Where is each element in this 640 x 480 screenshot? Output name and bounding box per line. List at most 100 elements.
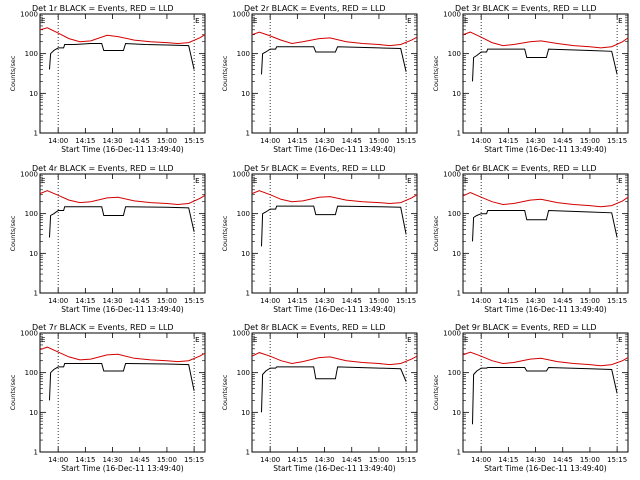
y-tick-label: 1: [34, 449, 38, 457]
plot-frame: [251, 173, 418, 294]
panel-title: Det 4r BLACK = Events, RED = LLD: [32, 164, 174, 173]
x-tick-label: 15:00: [369, 297, 389, 305]
series-events: [472, 209, 618, 242]
E-marker: E: [464, 17, 468, 25]
x-tick-label: 15:15: [396, 297, 416, 305]
x-tick-label: 14:30: [102, 456, 122, 464]
y-axis-label: Counts/sec: [221, 215, 229, 251]
panel-title: Det 1r BLACK = Events, RED = LLD: [32, 4, 174, 13]
x-tick-label: 15:15: [184, 137, 204, 145]
series-events: [49, 206, 195, 238]
x-tick-label: 14:30: [102, 297, 122, 305]
x-tick-label: 14:30: [525, 297, 545, 305]
series-events: [261, 46, 407, 75]
x-axis-label: Start Time (16-Dec-11 13:49:40): [61, 305, 183, 314]
panel-1: Det 1r BLACK = Events, RED = LLD 1 10 100 10…: [9, 4, 206, 154]
y-tick-label: 10: [241, 409, 250, 417]
x-tick-label: 14:45: [130, 297, 150, 305]
x-tick-label: 14:00: [260, 456, 280, 464]
y-tick-label: 1000: [443, 11, 461, 19]
y-tick-label: 100: [448, 369, 461, 377]
E-marker: E: [253, 336, 257, 344]
series-events: [472, 366, 618, 425]
y-tick-label: 1: [246, 130, 250, 138]
x-tick-label: 14:45: [130, 456, 150, 464]
panel-9: Det 9r BLACK = Events, RED = LLD 1 10 100 10…: [432, 323, 629, 473]
E-marker: E: [41, 177, 45, 185]
y-tick-label: 1: [457, 130, 461, 138]
y-tick-label: 1: [34, 130, 38, 138]
x-tick-label: 14:45: [342, 137, 362, 145]
E-marker: E: [41, 17, 45, 25]
series-lld: [462, 31, 629, 49]
E-marker: E: [41, 336, 45, 344]
x-axis-label: Start Time (16-Dec-11 13:49:40): [273, 145, 395, 154]
E-marker: E: [407, 336, 411, 344]
y-tick-label: 1000: [232, 330, 250, 338]
x-tick-label: 14:00: [48, 297, 68, 305]
y-tick-label: 1000: [232, 171, 250, 179]
plot-frame: [462, 13, 629, 134]
x-tick-label: 14:30: [314, 456, 334, 464]
panel-2: Det 2r BLACK = Events, RED = LLD 1 10 100 10…: [221, 4, 418, 154]
E-marker: E: [253, 17, 257, 25]
x-tick-label: 15:15: [396, 456, 416, 464]
y-tick-label: 1000: [20, 171, 38, 179]
x-tick-label: 14:15: [75, 456, 95, 464]
y-tick-label: 1: [246, 449, 250, 457]
y-tick-label: 10: [241, 250, 250, 258]
panel-title: Det 8r BLACK = Events, RED = LLD: [244, 323, 386, 332]
x-axis-label: Start Time (16-Dec-11 13:49:40): [61, 145, 183, 154]
y-axis-label: Counts/sec: [221, 55, 229, 91]
E-marker: E: [618, 177, 622, 185]
plot-frame: [251, 332, 418, 453]
y-axis-label: Counts/sec: [9, 374, 17, 410]
E-marker: E: [195, 177, 199, 185]
x-tick-label: 14:00: [260, 297, 280, 305]
E-marker: E: [195, 17, 199, 25]
x-tick-label: 15:15: [184, 297, 204, 305]
x-axis-label: Start Time (16-Dec-11 13:49:40): [273, 305, 395, 314]
plot-frame: [462, 332, 629, 453]
series-lld: [39, 27, 206, 45]
y-tick-label: 1: [34, 290, 38, 298]
y-tick-label: 100: [237, 50, 250, 58]
series-events: [49, 42, 195, 70]
y-tick-label: 10: [241, 90, 250, 98]
x-tick-label: 15:00: [157, 297, 177, 305]
x-tick-label: 14:00: [48, 456, 68, 464]
y-axis-label: Counts/sec: [432, 55, 440, 91]
y-tick-label: 1000: [20, 330, 38, 338]
x-tick-label: 14:00: [48, 137, 68, 145]
x-tick-label: 14:30: [102, 137, 122, 145]
E-marker: E: [195, 336, 199, 344]
plot-frame: [39, 13, 206, 134]
plot-frame: [39, 173, 206, 294]
x-tick-label: 14:15: [75, 137, 95, 145]
x-axis-label: Start Time (16-Dec-11 13:49:40): [61, 464, 183, 473]
E-marker: E: [253, 177, 257, 185]
y-tick-label: 1000: [443, 171, 461, 179]
plot-frame: [462, 173, 629, 294]
x-tick-label: 14:45: [130, 137, 150, 145]
y-tick-label: 100: [237, 369, 250, 377]
E-marker: E: [407, 17, 411, 25]
y-tick-label: 1000: [232, 11, 250, 19]
E-marker: E: [464, 336, 468, 344]
x-tick-label: 14:15: [287, 137, 307, 145]
x-tick-label: 14:15: [498, 297, 518, 305]
panel-title: Det 5r BLACK = Events, RED = LLD: [244, 164, 386, 173]
y-tick-label: 1000: [20, 11, 38, 19]
y-tick-label: 1: [246, 290, 250, 298]
series-lld: [39, 346, 206, 363]
series-events: [472, 48, 618, 82]
x-tick-label: 14:00: [260, 137, 280, 145]
series-events: [49, 362, 195, 401]
y-tick-label: 100: [448, 50, 461, 58]
y-axis-label: Counts/sec: [221, 374, 229, 410]
x-tick-label: 14:15: [75, 297, 95, 305]
y-tick-label: 100: [237, 210, 250, 218]
plot-frame: [251, 13, 418, 134]
x-tick-label: 14:15: [498, 456, 518, 464]
y-axis-label: Counts/sec: [432, 215, 440, 251]
